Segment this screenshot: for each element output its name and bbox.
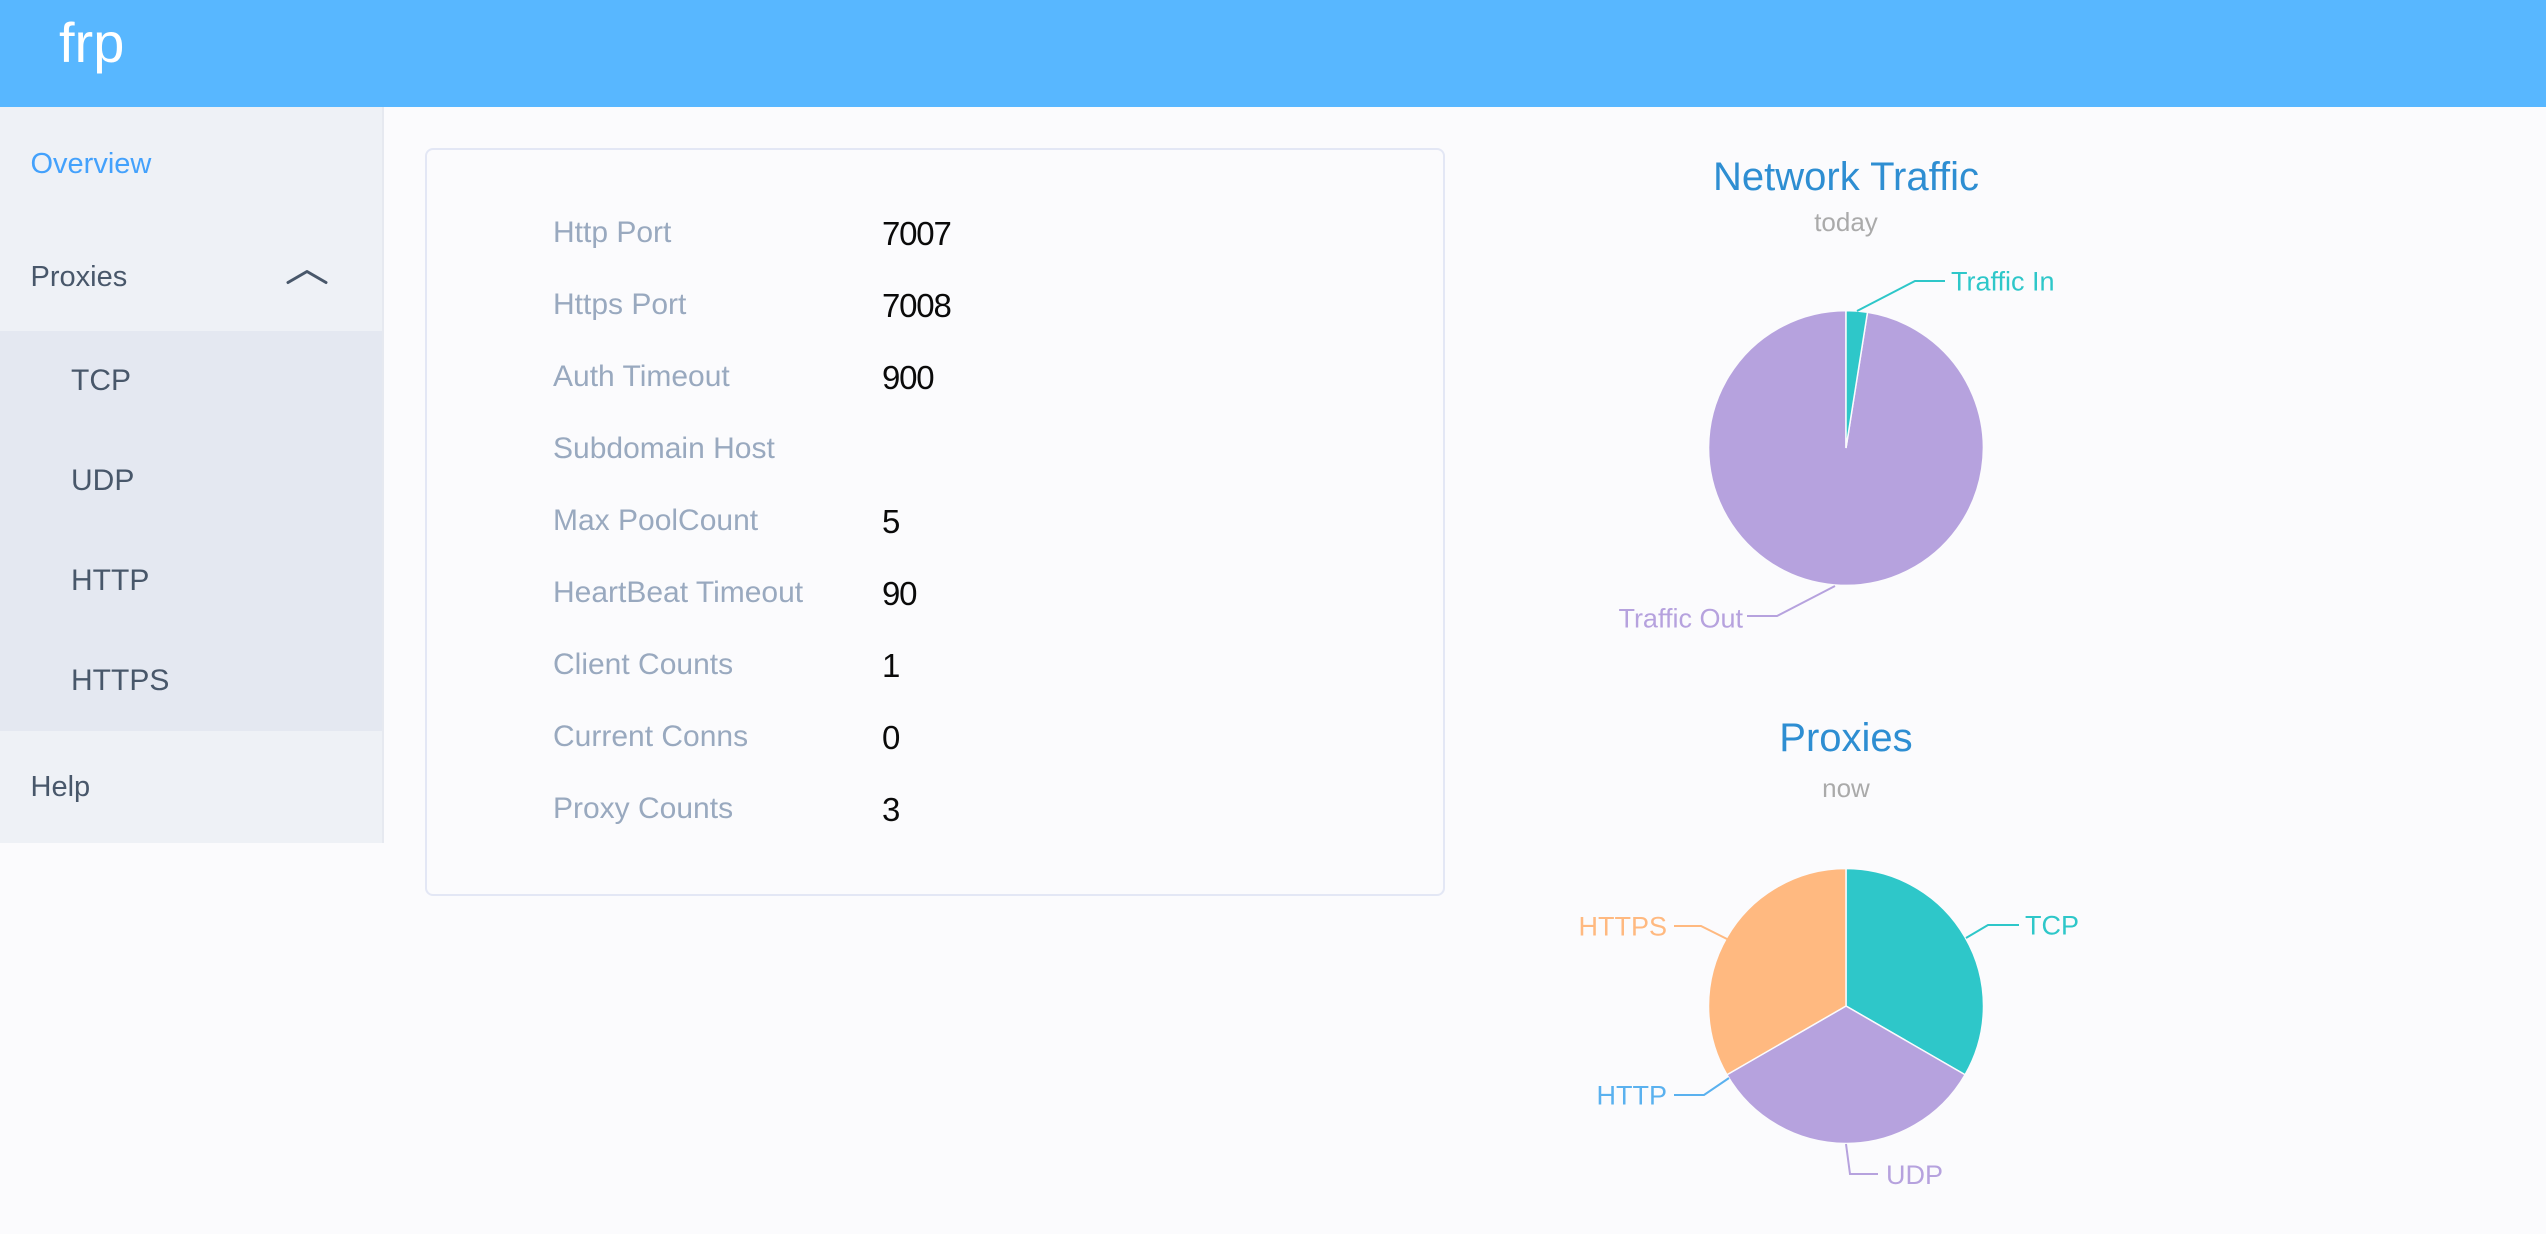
svg-text:Traffic In: Traffic In (1951, 267, 2055, 297)
svg-text:now: now (1822, 773, 1870, 803)
svg-text:HTTP: HTTP (1597, 1081, 1668, 1111)
svg-text:HTTPS: HTTPS (1578, 912, 1667, 942)
svg-text:Traffic Out: Traffic Out (1618, 604, 1743, 634)
svg-text:TCP: TCP (2025, 911, 2079, 941)
svg-text:today: today (1814, 207, 1878, 237)
svg-text:Proxies: Proxies (1779, 716, 1912, 760)
svg-text:Network Traffic: Network Traffic (1713, 155, 1979, 199)
svg-text:UDP: UDP (1886, 1160, 1943, 1190)
